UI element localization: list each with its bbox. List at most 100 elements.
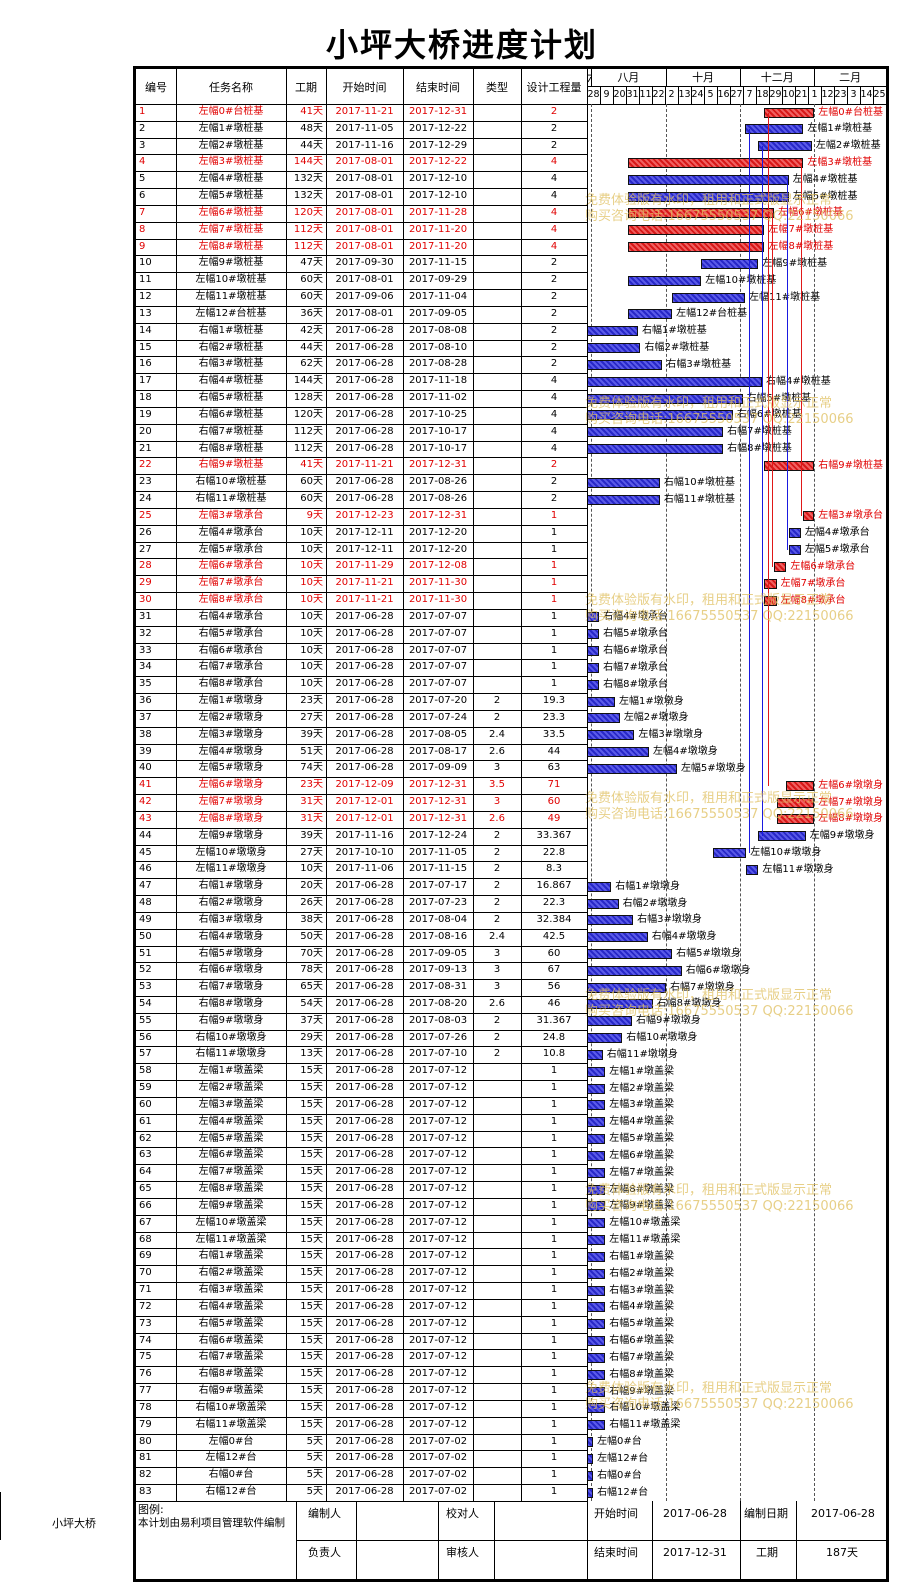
row-divider <box>136 592 587 594</box>
task-bar[interactable] <box>587 662 600 673</box>
task-bar[interactable] <box>587 949 673 959</box>
task-bar[interactable] <box>764 595 777 606</box>
cell-start: 2017-06-28 <box>335 1317 394 1329</box>
task-bar[interactable] <box>587 1117 606 1128</box>
timeline-tick: 9 <box>603 89 610 100</box>
table-row: 68 左幅11#墩盖梁 15天 2017-06-28 2017-07-12 1 <box>136 1232 587 1249</box>
cell-end: 2017-12-08 <box>408 560 468 572</box>
task-bar[interactable] <box>587 427 724 438</box>
task-bar[interactable] <box>776 814 815 825</box>
task-bar[interactable] <box>587 881 612 892</box>
task-bar[interactable] <box>587 1134 606 1145</box>
cell-start: 2017-06-28 <box>335 1031 394 1043</box>
row-divider <box>136 844 587 846</box>
task-bar[interactable] <box>587 1049 603 1060</box>
cell-type <box>473 188 521 205</box>
task-bar[interactable] <box>587 763 677 774</box>
table-row: 76 右幅8#墩盖梁 15天 2017-06-28 2017-07-12 1 <box>136 1366 587 1383</box>
task-bar[interactable] <box>672 292 745 303</box>
task-bar[interactable] <box>764 578 777 589</box>
task-bar[interactable] <box>587 444 724 455</box>
task-bar[interactable] <box>587 1100 606 1111</box>
cell-id: 20 <box>139 425 152 437</box>
task-bar[interactable] <box>788 545 801 556</box>
task-bar[interactable] <box>628 309 673 320</box>
task-bar[interactable] <box>746 864 759 875</box>
task-bar[interactable] <box>587 1285 606 1296</box>
task-bar[interactable] <box>786 780 815 791</box>
task-bar[interactable] <box>587 1235 606 1246</box>
task-bar[interactable] <box>587 376 763 387</box>
task-bar[interactable] <box>803 511 815 522</box>
cell-start: 2017-11-21 <box>335 594 394 606</box>
task-bar[interactable] <box>758 141 812 152</box>
task-bar[interactable] <box>788 528 801 539</box>
task-bar[interactable] <box>628 242 765 253</box>
cell-name: 左幅5#墩承台 <box>198 543 264 555</box>
task-bar[interactable] <box>587 679 600 690</box>
task-bar[interactable] <box>587 747 649 758</box>
task-bar[interactable] <box>587 629 600 640</box>
task-bar[interactable] <box>587 898 619 909</box>
task-bar[interactable] <box>764 107 815 118</box>
task-bar[interactable] <box>587 932 648 943</box>
task-bar[interactable] <box>587 646 600 657</box>
task-bar-label: 右幅9#墩桩基 <box>818 459 884 471</box>
task-bar[interactable] <box>587 965 682 976</box>
task-bar[interactable] <box>587 1302 606 1313</box>
task-bar[interactable] <box>776 797 815 808</box>
task-bar[interactable] <box>764 460 815 471</box>
task-bar[interactable] <box>587 1083 606 1094</box>
task-bar[interactable] <box>587 1066 606 1077</box>
task-bar[interactable] <box>587 326 639 337</box>
task-bar[interactable] <box>587 1352 606 1363</box>
task-bar[interactable] <box>701 258 759 269</box>
task-bar[interactable] <box>587 1369 606 1380</box>
cell-type <box>473 474 521 491</box>
cell-name: 右幅2#墩桩基 <box>198 341 264 353</box>
table-row: 57 右幅11#墩墩身 13天 2017-06-28 2017-07-10 2 10.8 <box>136 1046 587 1063</box>
cell-name: 左幅9#墩盖梁 <box>198 1199 264 1211</box>
cell-qty: 1 <box>550 1065 558 1077</box>
cell-type <box>473 643 521 660</box>
cell-qty: 2 <box>550 122 558 134</box>
task-bar[interactable] <box>587 359 663 370</box>
cell-qty: 23.3 <box>542 711 566 723</box>
task-bar[interactable] <box>628 275 702 286</box>
task-bar[interactable] <box>628 225 765 236</box>
task-bar[interactable] <box>587 915 634 926</box>
task-bar[interactable] <box>587 1420 606 1431</box>
table-row: 27 左幅5#墩承台 10天 2017-12-11 2017-12-20 1 <box>136 542 587 559</box>
timeline-tick: 27 <box>730 89 743 100</box>
side-divider <box>0 1492 1 1540</box>
cell-start: 2017-09-30 <box>335 257 394 269</box>
task-bar[interactable] <box>587 1218 606 1229</box>
task-bar[interactable] <box>587 494 660 505</box>
task-bar[interactable] <box>587 477 660 488</box>
task-bar[interactable] <box>628 191 789 202</box>
task-bar[interactable] <box>587 1033 623 1044</box>
task-bar[interactable] <box>587 1268 606 1279</box>
cell-type <box>473 1282 521 1299</box>
task-bar[interactable] <box>587 713 620 724</box>
task-bar[interactable] <box>713 848 747 859</box>
cell-end: 2017-07-23 <box>408 897 468 908</box>
task-bar[interactable] <box>587 1319 606 1330</box>
task-bar[interactable] <box>587 696 615 707</box>
cell-end: 2017-10-17 <box>408 442 468 454</box>
cell-qty: 1 <box>550 1082 558 1094</box>
task-bar[interactable] <box>745 124 804 135</box>
task-bar[interactable] <box>587 1167 606 1178</box>
cell-type: 3 <box>493 762 501 774</box>
task-bar[interactable] <box>587 343 641 354</box>
task-bar[interactable] <box>587 1150 606 1161</box>
task-bar[interactable] <box>758 831 806 842</box>
cell-duration: 42天 <box>300 324 323 336</box>
task-bar[interactable] <box>774 561 787 572</box>
task-bar[interactable] <box>587 1336 606 1347</box>
task-bar[interactable] <box>628 157 804 168</box>
task-bar[interactable] <box>628 174 789 185</box>
task-bar[interactable] <box>587 1251 606 1262</box>
task-bar[interactable] <box>587 730 635 741</box>
task-bar[interactable] <box>628 208 775 219</box>
